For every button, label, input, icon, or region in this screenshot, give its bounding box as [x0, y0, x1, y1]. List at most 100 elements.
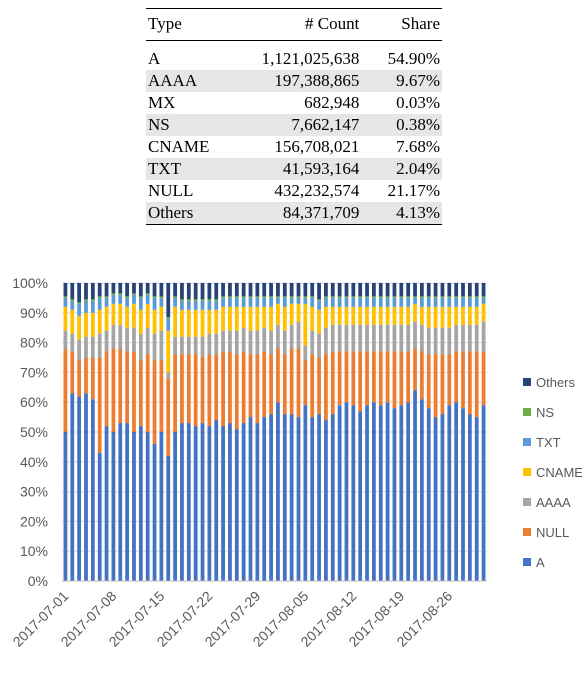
bar-segment-others [214, 283, 219, 300]
bar-segment-others [419, 283, 424, 297]
bar-segment-aaaa [104, 330, 109, 352]
bar-segment-a [63, 432, 68, 581]
bar-segment-a [358, 411, 363, 581]
bar-segment-ns [296, 296, 301, 298]
bar-segment-a [378, 405, 383, 581]
bar-segment-a [193, 426, 198, 581]
bar-segment-a [385, 402, 390, 581]
bar-segment-ns [474, 296, 479, 298]
table-row: TXT 41,593,164 2.04% [146, 158, 442, 180]
bar-segment-cname [152, 309, 157, 334]
bar-segment-others [125, 283, 130, 297]
bar-segment-ns [200, 299, 205, 301]
bar-segment-null [474, 351, 479, 418]
bar-segment-null [419, 351, 424, 400]
bar-segment-ns [337, 296, 342, 298]
bar-segment-txt [447, 297, 452, 307]
bar-segment-others [70, 283, 75, 300]
bar-segment-null [276, 348, 280, 403]
bar-segment-aaaa [454, 324, 459, 352]
bar-segment-cname [262, 306, 267, 328]
bar-segment-txt [145, 294, 150, 304]
bar-segment-txt [186, 300, 191, 310]
bar-segment-null [467, 351, 472, 415]
bar-segment-aaaa [262, 327, 267, 352]
bar-segment-cname [104, 306, 109, 331]
bar-segment-aaaa [317, 333, 321, 358]
bar-segment-txt [372, 297, 376, 307]
table-row: AAAA 197,388,865 9.67% [146, 70, 442, 92]
bar-segment-ns [406, 296, 411, 298]
bar-segment-cname [385, 306, 390, 325]
bar-segment-txt [440, 297, 445, 307]
table-row: A 1,121,025,638 54.90% [146, 48, 442, 70]
bar-segment-aaaa [467, 324, 472, 352]
cell-share: 4.13% [361, 202, 442, 225]
legend-swatch-null [523, 528, 531, 536]
bar-segment-txt [413, 297, 417, 304]
table-row: MX 682,948 0.03% [146, 92, 442, 114]
bar-segment-aaaa [447, 327, 452, 355]
bar-segment-cname [337, 306, 342, 325]
bar-segment-txt [70, 300, 75, 310]
bar-segment-null [173, 354, 177, 432]
bar-segment-others [269, 283, 273, 297]
bar-segment-cname [70, 309, 75, 334]
table-spacer [146, 41, 442, 49]
bar-segment-a [372, 402, 376, 581]
bar-segment-others [104, 283, 109, 297]
bar-segment-txt [234, 297, 239, 307]
bar-segment-others [481, 283, 486, 297]
bar-segment-aaaa [399, 324, 404, 352]
bar-segment-a [330, 414, 335, 581]
bar-segment-others [90, 283, 95, 300]
bar-segment-null [104, 351, 109, 427]
bar-segment-a [303, 405, 308, 581]
bar-segment-a [84, 393, 88, 581]
bar-segment-aaaa [166, 372, 171, 379]
bar-segment-null [344, 351, 349, 403]
legend-label-txt: TXT [536, 435, 561, 450]
bar-segment-aaaa [303, 345, 308, 361]
bar-segment-txt [406, 297, 411, 307]
bar-segment-ns [241, 296, 246, 298]
legend: Others NS TXT CNAME AAAA NULL A [523, 375, 583, 570]
bar-segment-ns [426, 296, 431, 298]
bar-segment-txt [63, 297, 68, 307]
bar-segment-others [440, 283, 445, 297]
cell-share: 54.90% [387, 49, 440, 68]
bar-segment-a [413, 390, 417, 581]
bar-segment-a [255, 423, 260, 581]
header-share: Share [401, 14, 440, 33]
bar-segment-null [392, 351, 397, 409]
bar-segment-ns [111, 293, 116, 295]
bar-segment-cname [228, 306, 232, 331]
bar-segment-ns [77, 302, 82, 304]
cell-share: 9.67% [361, 70, 442, 92]
bar-segment-cname [372, 306, 376, 325]
bar-segment-others [385, 283, 390, 297]
bar-segment-txt [207, 300, 212, 310]
bar-segment-ns [166, 317, 171, 319]
bar-segment-a [77, 396, 82, 581]
bar-segment-ns [289, 296, 294, 298]
bar-segment-cname [310, 306, 315, 331]
bar-segment-others [282, 283, 287, 297]
bar-segment-null [454, 351, 459, 403]
bar-segment-ns [125, 296, 130, 298]
bar-segment-txt [228, 297, 232, 307]
y-tick-label: 10% [20, 543, 48, 559]
bar-segment-txt [118, 294, 123, 304]
bar-segment-a [173, 432, 177, 581]
bar-segment-txt [385, 297, 390, 307]
bar-segment-null [97, 357, 102, 453]
bar-segment-null [145, 354, 150, 432]
bar-segment-txt [152, 297, 157, 310]
bar-segment-null [186, 354, 191, 424]
bar-segment-others [186, 283, 191, 300]
cell-count: 7,662,147 [229, 114, 362, 136]
bar-segment-cname [474, 306, 479, 325]
bar-segment-others [200, 283, 205, 300]
bar-segment-a [289, 414, 294, 581]
bar-segment-others [111, 283, 116, 294]
